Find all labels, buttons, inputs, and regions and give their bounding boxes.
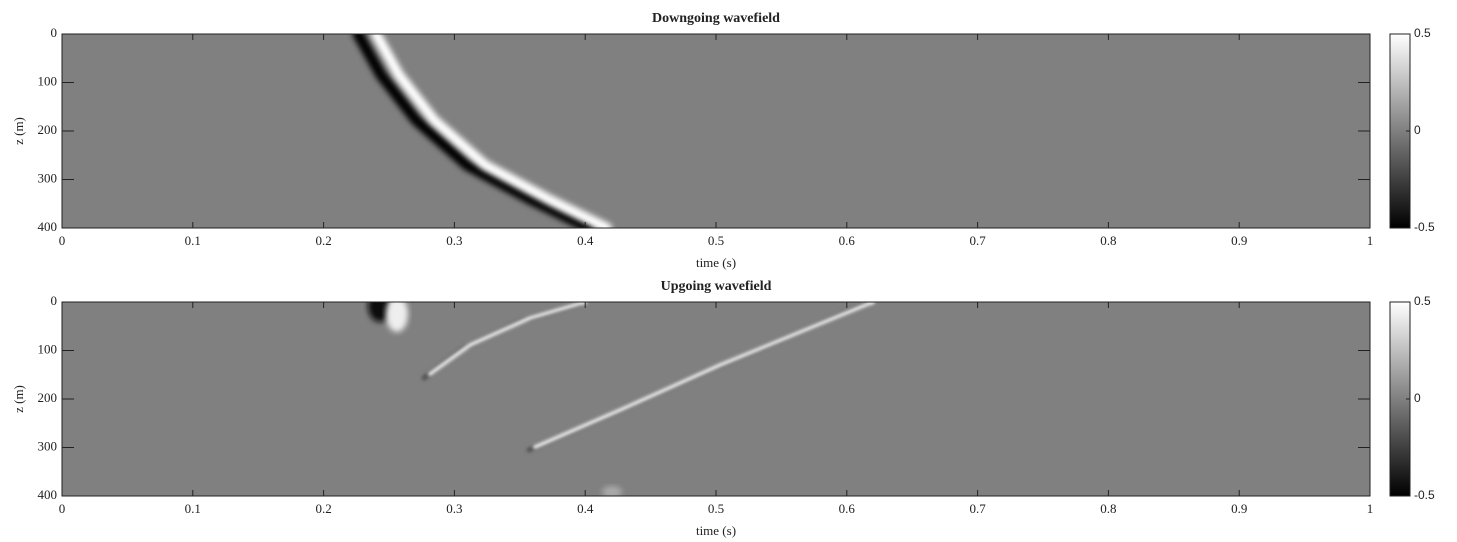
wave-event [602, 486, 622, 496]
colorbar-tick-label: 0 [1414, 123, 1421, 137]
wave-event [533, 302, 875, 449]
x-tick-label: 0.6 [839, 501, 856, 516]
plot-area [62, 302, 1370, 496]
x-tick-label: 0 [59, 233, 66, 248]
y-axis-label: z (m) [11, 117, 26, 145]
plot-area [62, 34, 1370, 228]
x-tick-label: 0.9 [1231, 233, 1247, 248]
colorbar-tick-label: -0.5 [1414, 220, 1435, 234]
x-axis-label: time (s) [696, 523, 736, 538]
colorbar-tick-label: 0 [1414, 391, 1421, 405]
x-tick-label: 0.3 [446, 501, 462, 516]
x-tick-label: 0.1 [185, 233, 201, 248]
colorbar-tick-label: 0.5 [1414, 26, 1431, 40]
y-tick-label: 400 [38, 219, 58, 234]
y-tick-label: 100 [38, 73, 58, 88]
x-tick-label: 0.6 [839, 233, 856, 248]
x-tick-label: 0.4 [577, 233, 594, 248]
colorbar-tick-label: 0.5 [1414, 294, 1431, 308]
wave-event [386, 302, 408, 332]
x-tick-label: 0.4 [577, 501, 594, 516]
y-tick-label: 0 [51, 25, 58, 40]
y-tick-label: 200 [38, 122, 58, 137]
y-tick-label: 200 [38, 390, 58, 405]
y-tick-label: 100 [38, 341, 58, 356]
y-axis-label: z (m) [11, 385, 26, 413]
x-tick-label: 1 [1367, 501, 1374, 516]
heatmap-background [62, 34, 1370, 228]
x-axis-label: time (s) [696, 255, 736, 270]
x-tick-label: 0.2 [315, 501, 331, 516]
chart-title: Downgoing wavefield [652, 11, 780, 26]
y-tick-label: 300 [38, 170, 58, 185]
wave-event [368, 302, 392, 322]
x-tick-label: 0.1 [185, 501, 201, 516]
x-tick-label: 0.3 [446, 233, 462, 248]
wave-event [371, 34, 612, 228]
x-tick-label: 0.2 [315, 233, 331, 248]
wave-event [352, 34, 595, 228]
y-tick-label: 300 [38, 438, 58, 453]
x-tick-label: 0.8 [1100, 233, 1116, 248]
x-tick-label: 0.5 [708, 501, 724, 516]
wave-event [428, 302, 587, 376]
y-tick-label: 400 [38, 487, 58, 502]
x-tick-label: 0.8 [1100, 501, 1116, 516]
x-tick-label: 0.7 [969, 233, 986, 248]
x-tick-label: 1 [1367, 233, 1374, 248]
chart-title: Upgoing wavefield [661, 279, 772, 294]
colorbar-tick-label: -0.5 [1414, 488, 1435, 502]
x-tick-label: 0.7 [969, 501, 986, 516]
x-tick-label: 0.9 [1231, 501, 1247, 516]
heatmap-background [62, 302, 1370, 496]
x-tick-label: 0 [59, 501, 66, 516]
y-tick-label: 0 [51, 293, 58, 308]
x-tick-label: 0.5 [708, 233, 724, 248]
